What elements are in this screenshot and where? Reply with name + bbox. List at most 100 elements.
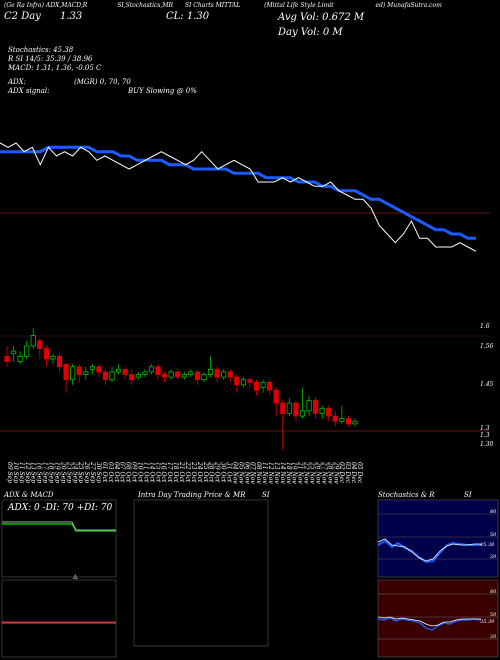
stoch-panel-title: Stochastics & R	[378, 491, 435, 499]
candle-body	[299, 410, 306, 417]
candle-body	[306, 400, 312, 412]
date-label: 22 Nov	[303, 461, 310, 484]
date-label: 20 Sep	[59, 461, 66, 483]
date-label: 10 Sep	[12, 462, 19, 483]
rsi-level-80: 80	[490, 589, 497, 595]
date-label: 10 Oct	[137, 462, 144, 483]
stoch-panel-si: SI	[464, 491, 472, 499]
candle-body	[96, 366, 102, 373]
adx-panel-readout: ADX: 0 -DI: 70 +DI: 70	[8, 503, 113, 513]
price-label: 1.3	[480, 425, 490, 432]
day-vol: Day Vol: 0 M	[278, 27, 343, 38]
candle-body	[273, 389, 279, 404]
close-value: CL: 1.30	[166, 11, 210, 22]
date-label: 24 Oct	[196, 461, 203, 483]
stoch-level-80: 80	[490, 509, 497, 515]
header-indicators: ADX,MACD,R	[45, 2, 88, 9]
candle-body	[161, 374, 168, 378]
rsi-value: 35.39	[480, 619, 495, 625]
date-label: 07 Oct	[119, 462, 126, 483]
header-indicators-2: SI,Stochastics,MR	[117, 2, 173, 9]
rsi-readout: R SI 14/5: 35.39 / 38.96	[8, 55, 93, 63]
candle-body	[207, 368, 214, 375]
avg-vol: Avg Vol: 0.672 M	[278, 12, 365, 23]
date-label: 25 Sep	[77, 461, 84, 483]
date-label: 26 Sep	[83, 461, 90, 483]
price-label: 1.56	[480, 343, 494, 350]
date-label: 04 Oct	[113, 462, 120, 483]
candle-body	[234, 376, 240, 386]
date-label: 09 Sep	[6, 462, 13, 483]
date-label: 08 Oct	[125, 462, 132, 483]
date-label: 30 Oct	[220, 462, 227, 483]
stoch-level-20: 20	[490, 554, 497, 560]
stochastics-readout: Stochastics: 45.38	[8, 46, 74, 54]
candle-body	[175, 371, 181, 378]
date-label: 29 Nov	[332, 461, 339, 484]
c2-day-label: C2 Day	[4, 11, 41, 22]
mgr-readout: (MGR) 0, 70, 70	[74, 78, 131, 86]
date-label: 28 Oct	[208, 461, 215, 483]
candle-body	[63, 363, 69, 381]
date-label: 14 Nov	[279, 462, 286, 484]
stoch-k-line	[377, 539, 481, 564]
date-label: 11 Nov	[261, 462, 268, 484]
candle-body	[319, 407, 325, 414]
candle-body	[352, 420, 358, 425]
candle-body	[188, 371, 194, 375]
date-label: 14 Oct	[148, 462, 155, 483]
chart-header-line: (Ge Ra Infra) ADX,MACD,R SI,Stochastics,…	[4, 3, 442, 9]
date-label: 28 Nov	[326, 461, 333, 484]
stoch-d-line	[377, 538, 481, 562]
adx-readout: ADX:	[8, 78, 27, 86]
date-label: 24 Sep	[71, 461, 78, 483]
date-label: 16 Sep	[36, 462, 43, 483]
date-label: 09 Oct	[131, 462, 138, 483]
candle-body	[326, 407, 332, 417]
candle-body	[221, 371, 227, 378]
candle-body	[142, 371, 148, 375]
date-label: 05 Dec	[356, 462, 363, 484]
di-line	[2, 521, 116, 531]
price-label: 1.30	[480, 441, 494, 448]
candle-body	[56, 355, 63, 368]
candle-body	[76, 366, 82, 375]
header-ticker: MITTAL	[215, 2, 241, 9]
date-label: 12 Nov	[267, 462, 274, 484]
date-label: 18 Sep	[48, 462, 55, 483]
date-label: 06 Nov	[243, 462, 250, 484]
date-label: 04 Nov	[231, 462, 238, 484]
date-label: 19 Nov	[291, 462, 298, 484]
adx-signal-label: ADX signal:	[8, 87, 50, 95]
candle-body	[89, 366, 95, 370]
header-company: (Mittal Life Style Limit	[264, 2, 334, 9]
candle-body	[201, 374, 207, 381]
macd-readout: MACD: 1.31, 1.36, -0.05 C	[8, 64, 102, 72]
candle-body	[293, 402, 299, 417]
candle-body	[345, 418, 352, 425]
price-label: 1.45	[480, 381, 494, 388]
date-label: 18 Oct	[172, 462, 179, 483]
candle-body	[194, 371, 201, 381]
candle-body	[129, 374, 135, 381]
candle-body	[43, 348, 49, 360]
candle-body	[247, 379, 253, 383]
rsi-level-20: 20	[490, 634, 497, 640]
candle-body	[17, 355, 23, 362]
candle-body	[102, 371, 109, 381]
candle-body	[155, 366, 161, 375]
candle-body	[50, 355, 56, 360]
date-label: 25 Oct	[202, 461, 209, 483]
candle-body	[313, 400, 319, 414]
date-label: 26 Nov	[314, 461, 321, 484]
date-label: 19 Sep	[53, 462, 60, 483]
date-label: 17 Oct	[166, 462, 173, 483]
header-charts: SI Charts	[184, 2, 214, 9]
candle-body	[332, 415, 338, 422]
intraday-panel-frame	[133, 499, 269, 647]
date-label: 07 Nov	[249, 462, 256, 484]
candle-body	[214, 368, 220, 378]
date-label: 30 Sep	[95, 462, 102, 483]
stoch-level-50: 50	[490, 532, 497, 538]
date-label: 15 Oct	[154, 462, 161, 483]
